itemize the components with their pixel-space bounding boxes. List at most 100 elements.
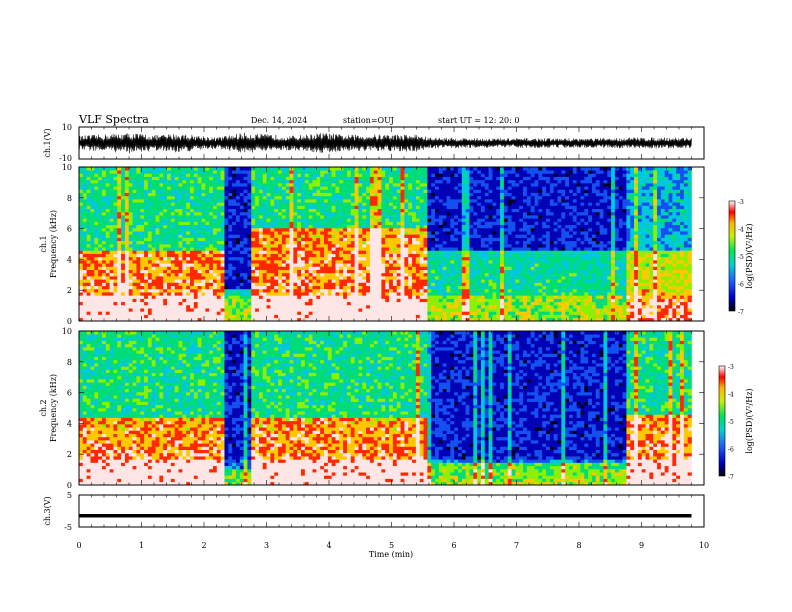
spectrogram-ch1-cell [255, 240, 260, 245]
spectrogram-ch1-cell [454, 211, 459, 216]
spectrogram-ch1-cell [82, 253, 87, 258]
spectrogram-ch1-cell [159, 272, 164, 277]
spectrogram-ch1-cell [105, 269, 110, 274]
spectrogram-ch1-cell [316, 176, 321, 181]
spectrogram-ch1-cell [301, 208, 306, 213]
spectrogram-ch1-cell [109, 260, 114, 264]
spectrogram-ch1-cell [389, 256, 394, 261]
spectrogram-ch1-cell [270, 247, 275, 251]
spectrogram-ch1-cell [427, 292, 432, 296]
spectrogram-ch1-cell [457, 301, 463, 306]
spectrogram-ch1-cell [335, 276, 340, 280]
spectrogram-ch1-cell [228, 227, 233, 232]
spectrogram-ch1-cell [247, 195, 252, 200]
spectrogram-ch1-cell [201, 314, 206, 319]
spectrogram-ch1-cell [266, 298, 271, 303]
spectrogram-ch1-cell [239, 311, 244, 315]
spectrogram-ch1-cell [247, 285, 252, 290]
spectrogram-ch1-cell [423, 199, 428, 203]
spectrogram-ch1-cell [369, 218, 375, 222]
spectrogram-ch1-cell [381, 292, 386, 296]
spectrogram-ch1-cell [228, 317, 233, 322]
spectrogram-ch1-cell [438, 260, 443, 264]
spectrogram-ch1-cell [239, 234, 244, 238]
spectrogram-ch1-cell [438, 285, 443, 290]
spectrogram-ch1-cell [228, 179, 233, 184]
spectrogram-ch1-cell [258, 211, 264, 216]
spectrogram-ch1-cell [308, 218, 313, 222]
spectrogram-ch1-cell [182, 202, 187, 206]
spectrogram-ch1-cell [381, 279, 386, 283]
spectrogram-ch1-cell [144, 247, 149, 251]
spectrogram-ch1-cell [381, 282, 386, 287]
spectrogram-ch1-cell [128, 285, 133, 290]
spectrogram-ch1-cell [117, 186, 122, 190]
spectrogram-ch1-cell [151, 234, 156, 238]
spectrogram-ch1-cell [281, 301, 287, 306]
spectrogram-ch1-cell [266, 314, 271, 319]
spectrogram-ch1-cell [232, 304, 237, 309]
spectrogram-ch1-cell [373, 285, 378, 290]
spectrogram-ch1-cell [124, 192, 130, 197]
spectrogram-ch1-cell [247, 234, 252, 238]
spectrogram-ch1-cell [201, 179, 206, 184]
spectrogram-ch1-cell [419, 272, 424, 277]
spectrogram-ch1-cell [121, 202, 126, 206]
spectrogram-ch1-cell [396, 205, 401, 210]
spectrogram-ch1-cell [274, 227, 279, 232]
spectrogram-ch1-cell [304, 285, 309, 290]
spectrogram-ch1-cell [121, 244, 126, 248]
spectrogram-ch1-cell [94, 183, 99, 187]
spectrogram-ch1-cell [278, 279, 283, 283]
spectrogram-ch1-cell [82, 304, 87, 309]
spectrogram-ch1-cell [170, 173, 176, 177]
spectrogram-ch1-cell [94, 272, 99, 277]
spectrogram-ch1-cell [343, 186, 348, 190]
spectrogram-ch1-cell [220, 218, 225, 222]
spectrogram-ch1-cell [124, 176, 130, 181]
spectrogram-ch1-cell [266, 240, 271, 245]
spectrogram-ch1-cell [163, 317, 168, 322]
spectrogram-ch1-cell [461, 314, 466, 319]
spectrogram-ch1-cell [293, 260, 298, 264]
spectrogram-ch1-cell [170, 221, 176, 226]
spectrogram-ch1-cell [358, 247, 363, 251]
spectrogram-ch1-cell [228, 314, 233, 319]
spectrogram-ch1-cell [151, 279, 156, 283]
spectrogram-ch1-cell [124, 170, 130, 174]
spectrogram-ch1-cell [431, 260, 436, 264]
spectrogram-ch1-cell [285, 234, 290, 238]
spectrogram-ch1-cell [278, 186, 283, 190]
spectrogram-ch1-cell [228, 234, 233, 238]
spectrogram-ch1-cell [278, 304, 283, 309]
spectrogram-ch1-cell [412, 208, 417, 213]
spectrogram-ch1-cell [431, 282, 436, 287]
spectrogram-ch1-cell [247, 266, 252, 270]
spectrogram-ch1-cell [174, 282, 179, 287]
spectrogram-ch1-cell [228, 282, 233, 287]
spectrogram-ch1-cell [190, 195, 195, 200]
spectrogram-ch1-cell [362, 266, 367, 270]
spectrogram-ch1-cell [408, 282, 413, 287]
spectrogram-ch1-cell [381, 247, 386, 251]
spectrogram-ch1-cell [308, 256, 313, 261]
spectrogram-ch1-cell [316, 282, 321, 287]
spectrogram-ch1-cell [438, 237, 443, 242]
spectrogram-ch1-cell [239, 221, 244, 226]
spectrogram-ch1-cell [301, 205, 306, 210]
spectrogram-ch1-cell [392, 269, 398, 274]
spectrogram-ch1-cell [151, 224, 156, 229]
spectrogram-ch1-cell [442, 240, 447, 245]
spectrogram-ch1-cell [373, 311, 378, 315]
spectrogram-ch1-cell [304, 308, 309, 312]
spectrogram-ch1-cell [358, 279, 363, 283]
spectrogram-ch1-cell [289, 250, 294, 254]
spectrogram-ch1-cell [404, 215, 409, 219]
spectrogram-ch1-cell [350, 244, 355, 248]
spectrogram-ch1-cell [197, 224, 202, 229]
spectrogram-ch1-cell [373, 227, 378, 232]
spectrogram-ch1-cell [373, 186, 378, 190]
spectrogram-ch1-cell [124, 183, 130, 187]
spectrogram-ch1-cell [316, 186, 321, 190]
spectrogram-ch1-cell [297, 227, 302, 232]
